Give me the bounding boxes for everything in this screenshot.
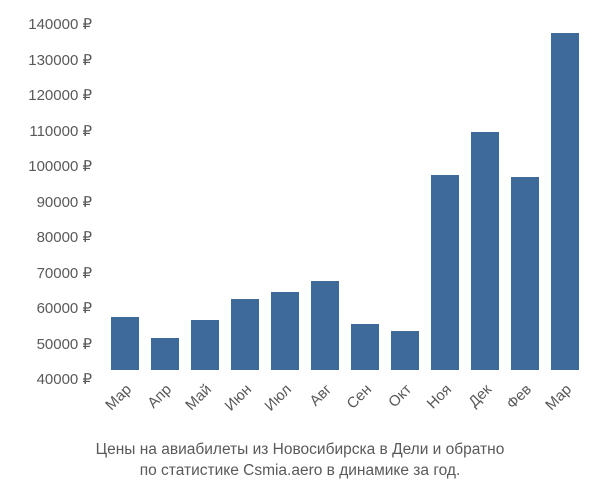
bar: [471, 132, 499, 370]
bar: [391, 331, 419, 370]
bars-group: [105, 15, 585, 370]
x-tick-label: Июл: [261, 381, 295, 415]
bar: [431, 175, 459, 370]
x-tick-label: Мар: [102, 381, 135, 414]
x-tick-label: Апр: [144, 381, 175, 412]
caption-line-1: Цены на авиабилеты из Новосибирска в Дел…: [96, 441, 505, 458]
bar: [311, 281, 339, 370]
x-tick-label: Ноя: [424, 381, 455, 412]
x-tick-label: Авг: [306, 381, 335, 410]
x-tick-label: Дек: [465, 381, 495, 411]
price-chart: 40000 ₽50000 ₽60000 ₽70000 ₽80000 ₽90000…: [0, 0, 600, 500]
x-tick-label: Сен: [344, 381, 375, 412]
x-tick-label: Май: [182, 381, 215, 414]
chart-caption: Цены на авиабилеты из Новосибирска в Дел…: [0, 440, 600, 482]
bar: [351, 324, 379, 370]
bar: [191, 320, 219, 370]
x-tick-label: Мар: [542, 381, 575, 414]
bar: [231, 299, 259, 370]
plot-area: [105, 15, 585, 370]
bar: [551, 33, 579, 370]
x-tick-label: Фев: [503, 381, 535, 413]
bar: [511, 177, 539, 370]
bar: [111, 317, 139, 370]
caption-line-2: по статистике Csmia.aero в динамике за г…: [140, 462, 461, 479]
x-axis: МарАпрМайИюнИюлАвгСенОктНояДекФевМар: [105, 375, 585, 435]
x-tick-label: Окт: [385, 381, 415, 411]
bar: [271, 292, 299, 370]
y-axis: 40000 ₽50000 ₽60000 ₽70000 ₽80000 ₽90000…: [0, 15, 100, 370]
x-tick-label: Июн: [222, 381, 255, 414]
bar: [151, 338, 179, 370]
